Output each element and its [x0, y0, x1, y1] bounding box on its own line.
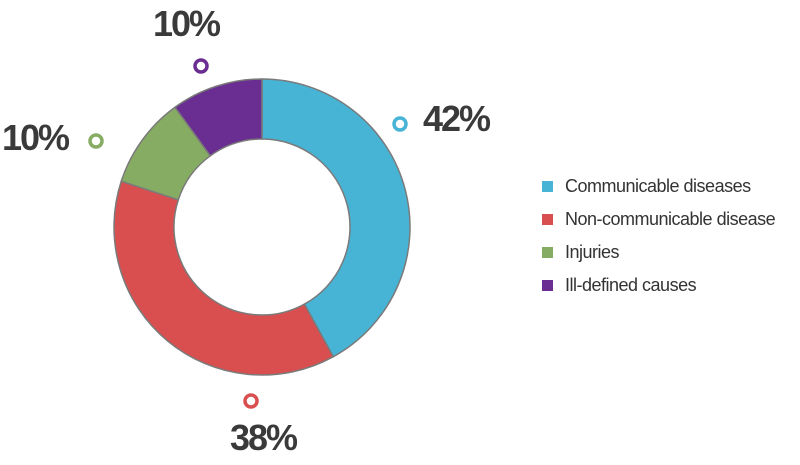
percent-label-non-communicable-disease: 38% — [230, 417, 298, 458]
legend-swatch-injuries — [542, 247, 553, 258]
slice-ill-defined-causes — [173, 78, 263, 157]
percent-label-communicable-diseases: 42% — [423, 98, 491, 139]
slice-communicable-diseases — [261, 78, 411, 358]
legend-swatch-communicable-diseases — [542, 181, 553, 192]
marker-ill-defined-causes — [193, 58, 209, 74]
marker-communicable-diseases — [392, 116, 408, 132]
legend-label-non-communicable-disease: Non-communicable disease — [565, 209, 776, 229]
donut-slices — [113, 78, 411, 376]
legend-label-communicable-diseases: Communicable diseases — [565, 176, 751, 196]
marker-injuries — [88, 133, 104, 149]
legend-label-ill-defined-causes: Ill-defined causes — [565, 275, 697, 295]
slice-non-communicable-disease — [113, 180, 335, 376]
legend-label-injuries: Injuries — [565, 242, 620, 262]
chart-legend: Communicable diseases Non-communicable di… — [542, 176, 776, 295]
percent-label-ill-defined-causes: 10% — [153, 3, 221, 44]
legend-swatch-non-communicable-disease — [542, 214, 553, 225]
marker-non-communicable-disease — [243, 393, 259, 409]
percent-markers — [88, 58, 408, 409]
percent-label-injuries: 10% — [2, 117, 70, 158]
percent-labels: 42% 38% 10% 10% — [2, 3, 493, 458]
legend-swatch-ill-defined-causes — [542, 280, 553, 291]
